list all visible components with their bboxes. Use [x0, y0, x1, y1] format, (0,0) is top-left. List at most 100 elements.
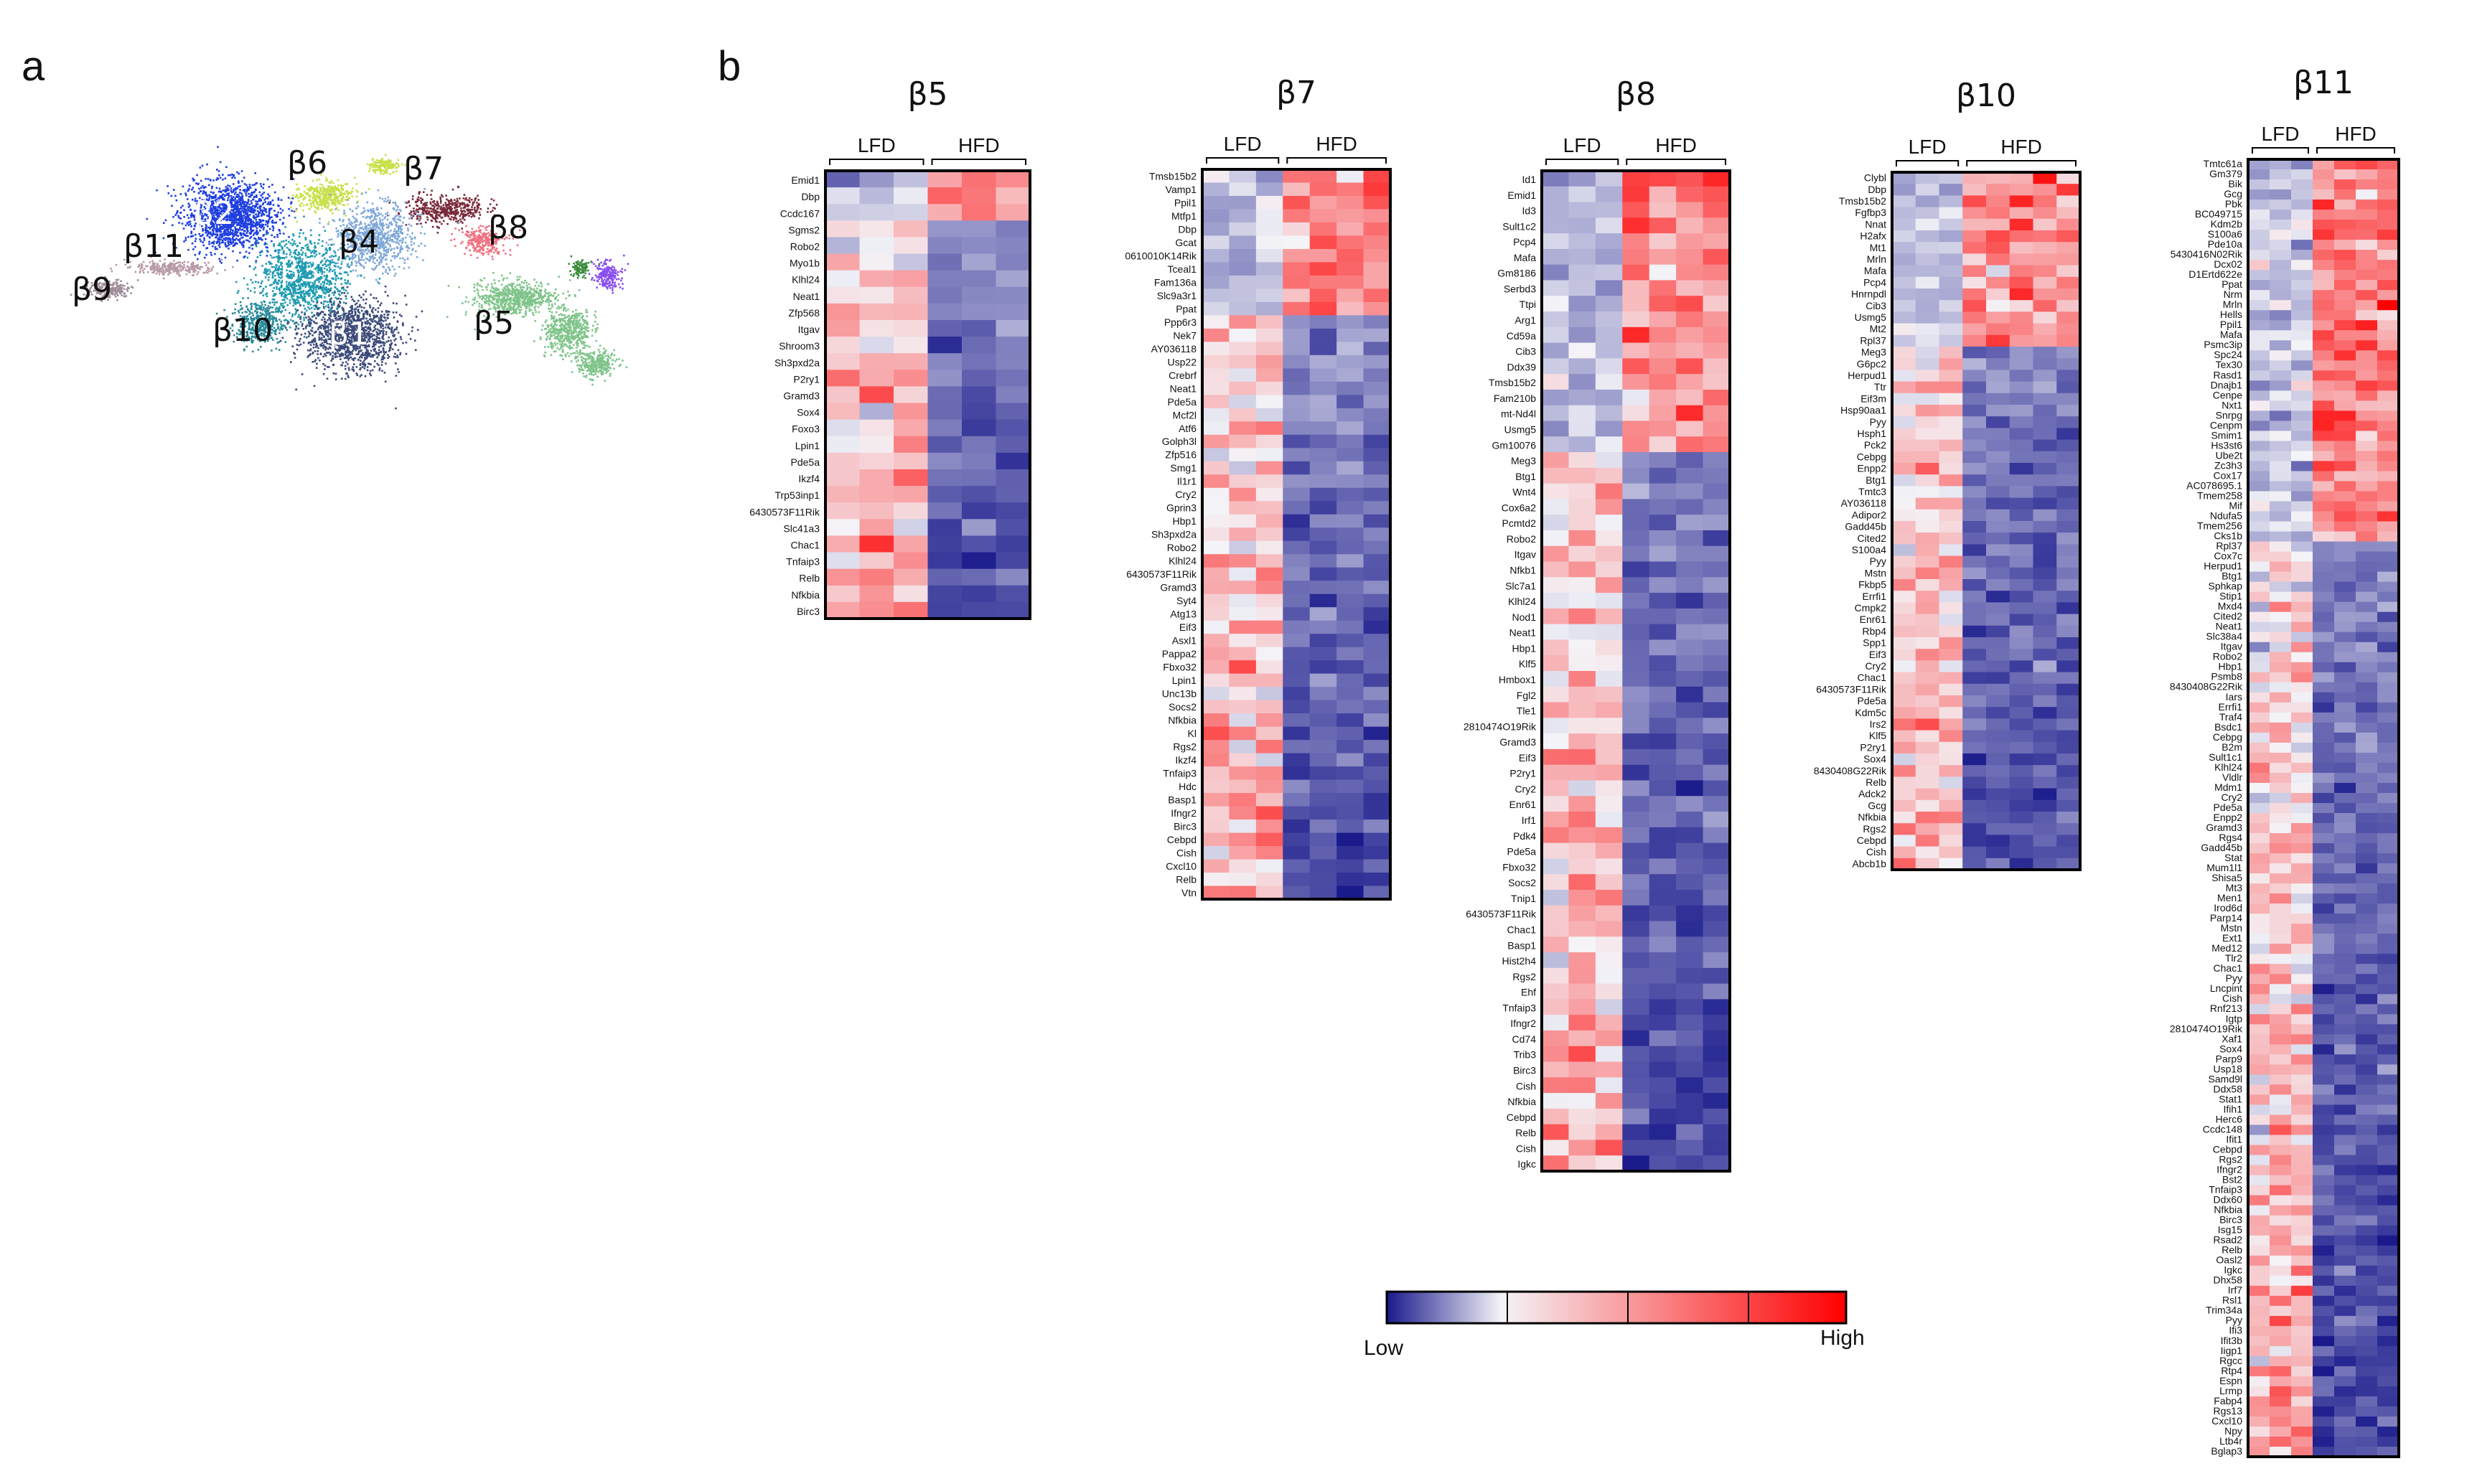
umap-point	[327, 264, 329, 266]
umap-point	[266, 233, 268, 235]
umap-point	[322, 281, 324, 283]
umap-point	[236, 222, 238, 225]
umap-point	[467, 244, 469, 247]
umap-point	[248, 246, 251, 249]
umap-point	[408, 223, 411, 225]
umap-point	[261, 203, 264, 206]
umap-point	[453, 238, 456, 240]
umap-point	[508, 237, 510, 240]
umap-point	[372, 256, 375, 258]
umap-point	[214, 248, 217, 250]
umap-point	[225, 226, 228, 228]
umap-point	[196, 273, 198, 276]
umap-point	[138, 263, 141, 266]
umap-point	[314, 195, 317, 198]
umap-point	[394, 237, 397, 240]
umap-point	[405, 245, 408, 248]
umap-point	[211, 217, 214, 219]
umap-point	[352, 215, 355, 218]
umap-point	[416, 222, 418, 225]
umap-point	[226, 223, 229, 226]
umap-point	[313, 200, 315, 202]
umap-point	[495, 243, 497, 245]
umap-point	[306, 192, 309, 194]
umap-point	[200, 179, 202, 182]
umap-point	[334, 208, 337, 210]
umap-point	[243, 201, 246, 203]
umap-point	[472, 202, 474, 205]
umap-point	[330, 199, 332, 201]
umap-point	[295, 299, 298, 301]
umap-point	[235, 201, 238, 204]
umap-point	[256, 196, 258, 198]
umap-point	[243, 205, 245, 207]
umap-point	[477, 250, 479, 252]
umap-point	[258, 198, 261, 200]
umap-point	[418, 207, 421, 210]
umap-point	[236, 196, 239, 198]
umap-point	[286, 247, 289, 249]
umap-point	[228, 203, 230, 206]
umap-point	[379, 233, 382, 236]
umap-point	[382, 228, 385, 231]
umap-point	[425, 212, 428, 215]
umap-point	[224, 204, 226, 207]
umap-point	[326, 268, 328, 271]
umap-point	[84, 284, 86, 287]
umap-point	[238, 204, 241, 206]
umap-point	[386, 241, 388, 244]
umap-point	[479, 246, 482, 248]
umap-point	[240, 192, 243, 195]
umap-point	[465, 197, 467, 199]
umap-point	[309, 187, 312, 189]
umap-point	[280, 304, 283, 306]
umap-point	[220, 207, 223, 210]
umap-point	[277, 244, 280, 247]
umap-point	[194, 197, 197, 200]
umap-point	[460, 242, 462, 245]
umap-point	[378, 282, 380, 285]
umap-point	[451, 188, 454, 191]
umap-point	[233, 183, 235, 185]
umap-point	[334, 187, 337, 189]
umap-point	[211, 202, 213, 205]
umap-point	[126, 282, 128, 285]
umap-point	[397, 254, 399, 256]
umap-point	[330, 196, 332, 198]
umap-point	[289, 197, 291, 199]
umap-point	[484, 227, 487, 229]
umap-point	[105, 293, 108, 296]
umap-point	[410, 253, 413, 255]
umap-point	[284, 301, 286, 304]
umap-point	[235, 205, 238, 207]
umap-point	[111, 286, 114, 288]
umap-point	[256, 230, 258, 233]
umap-point	[212, 233, 214, 235]
umap-point	[319, 193, 322, 196]
umap-point	[304, 238, 307, 240]
umap-point	[339, 290, 342, 293]
umap-point	[385, 154, 387, 156]
umap-point	[210, 195, 212, 198]
umap-point	[245, 208, 247, 211]
umap-point	[375, 227, 378, 229]
umap-point	[394, 217, 396, 220]
umap-point	[197, 264, 199, 266]
umap-point	[475, 240, 478, 242]
umap-point	[94, 287, 96, 290]
umap-point	[411, 217, 413, 220]
umap-point	[475, 211, 478, 213]
umap-point	[272, 204, 275, 206]
umap-point	[453, 210, 456, 213]
umap-point	[449, 205, 451, 208]
umap-point	[375, 245, 378, 248]
umap-point	[397, 206, 399, 208]
umap-point	[317, 191, 319, 193]
umap-point	[259, 183, 262, 185]
umap-point	[359, 222, 362, 225]
umap-point	[470, 199, 473, 201]
umap-point	[328, 294, 331, 296]
umap-point	[264, 201, 267, 203]
umap-point	[474, 235, 477, 237]
umap-point	[227, 242, 230, 245]
